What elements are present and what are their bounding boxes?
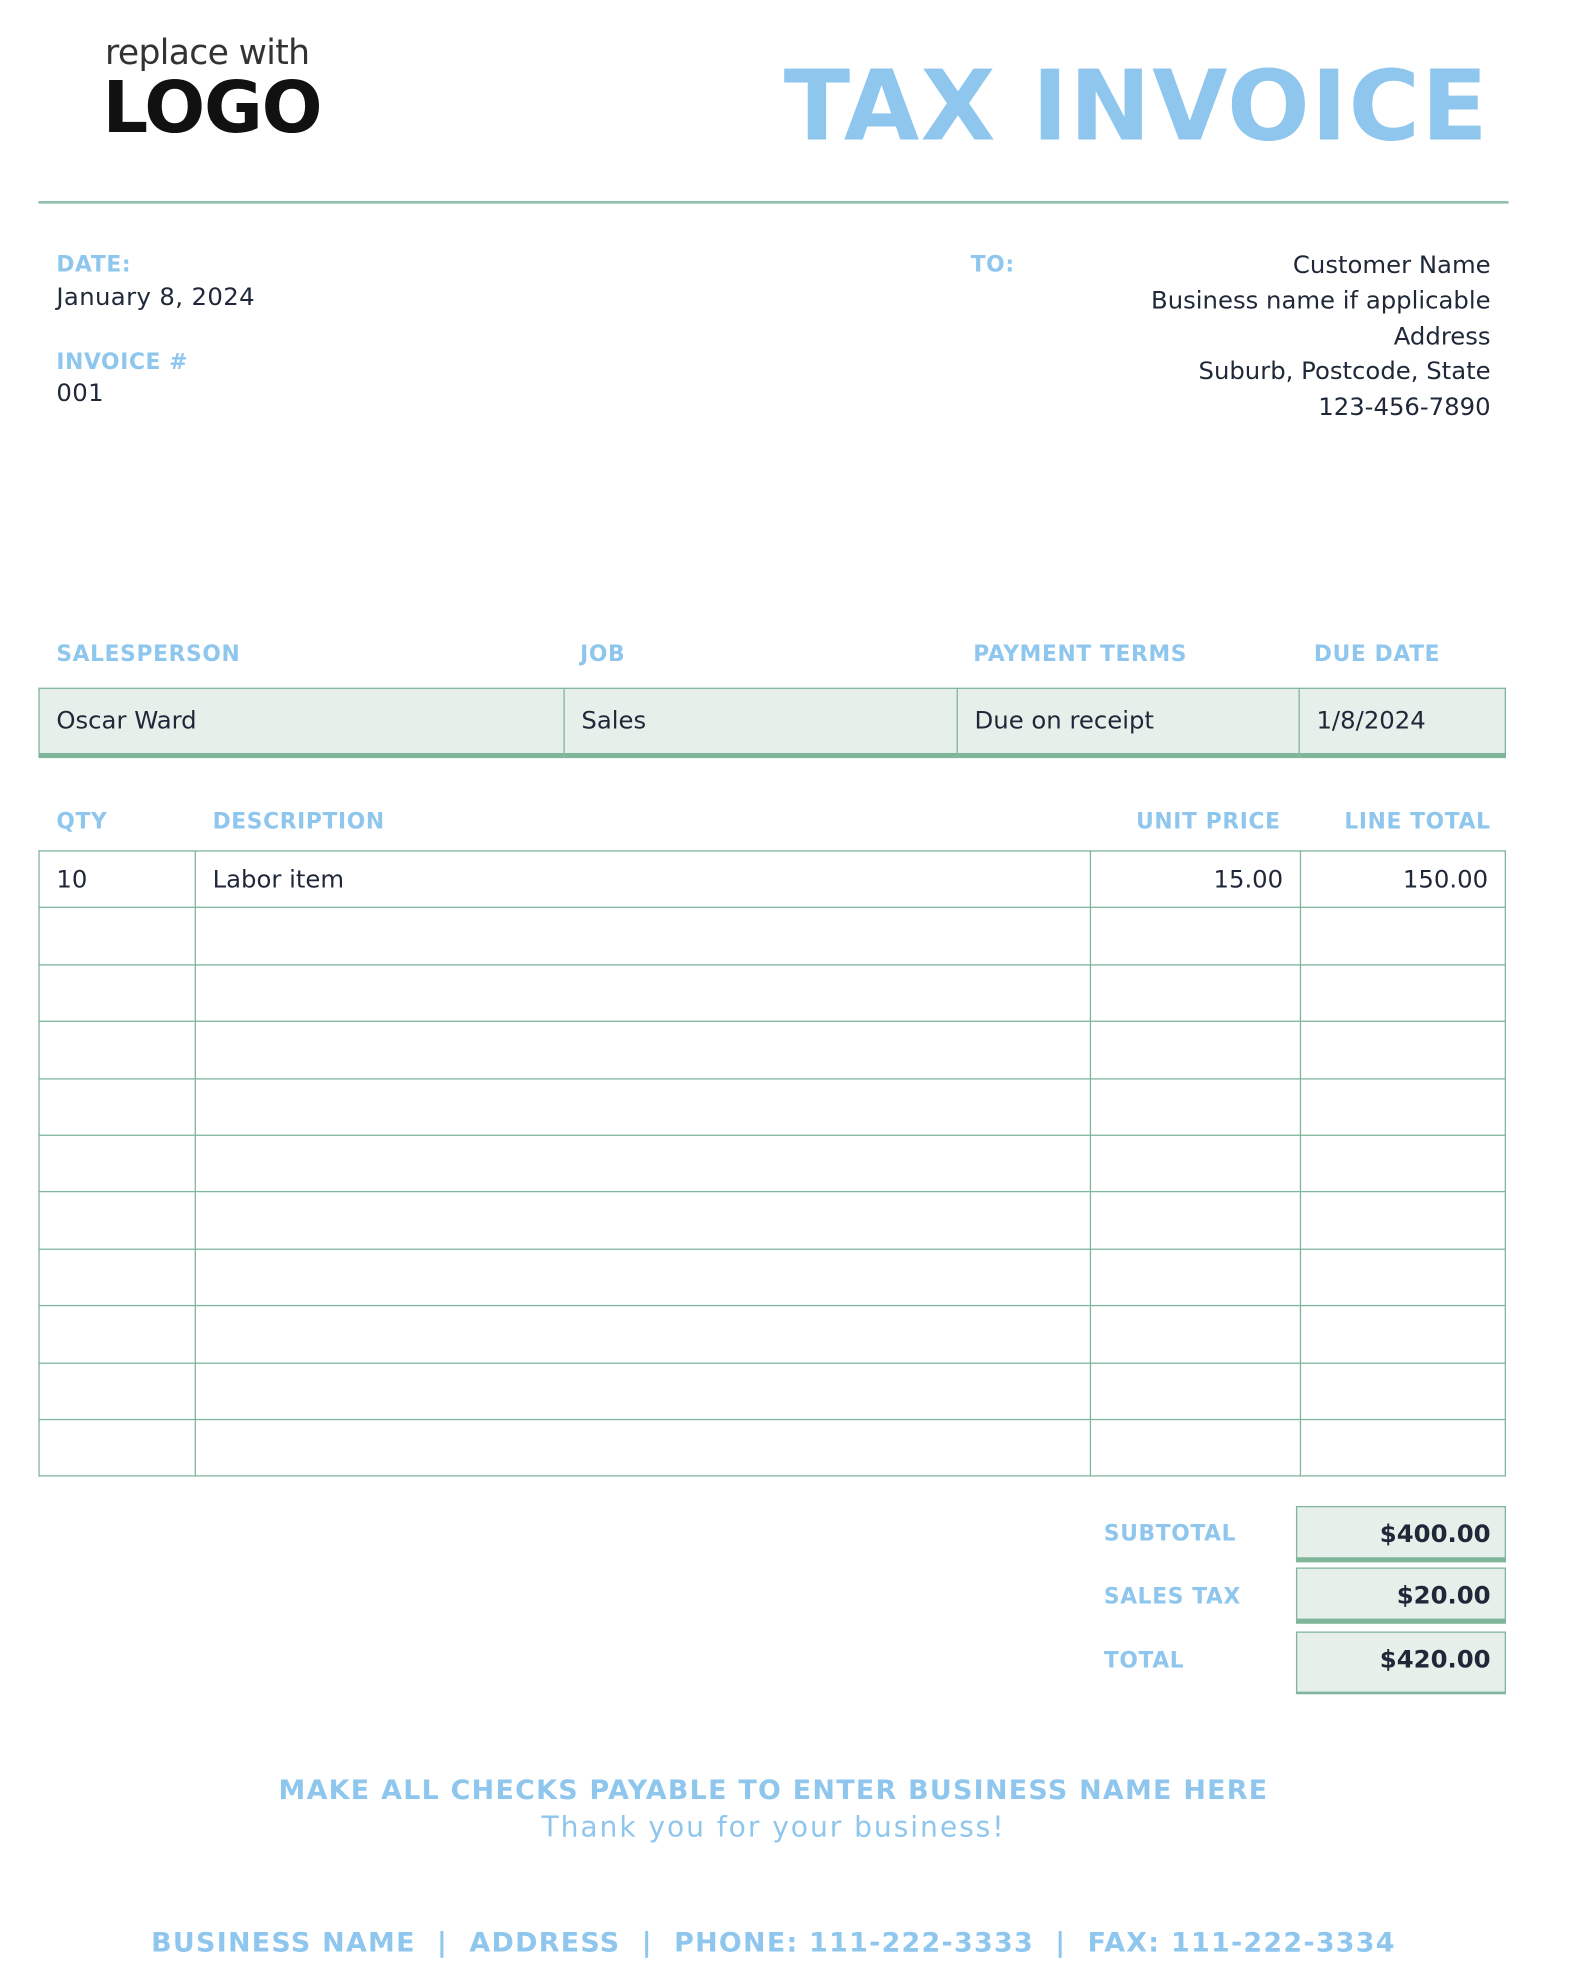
logo-placeholder-caption: replace with xyxy=(105,33,310,73)
description-cell[interactable] xyxy=(194,1418,1092,1477)
line-total-cell[interactable] xyxy=(1299,907,1506,966)
line-item-row xyxy=(38,1077,1506,1136)
line-item-row xyxy=(38,1020,1506,1079)
description-cell[interactable] xyxy=(194,1361,1092,1421)
unit-price-cell[interactable] xyxy=(1089,1134,1302,1193)
description-header: DESCRIPTION xyxy=(212,809,385,835)
customer-phone: 123-456-7890 xyxy=(1318,393,1491,422)
description-cell[interactable] xyxy=(194,1134,1092,1193)
description-cell[interactable] xyxy=(194,1191,1092,1250)
line-total-cell[interactable] xyxy=(1299,1305,1506,1364)
description-cell[interactable]: Labor item xyxy=(194,850,1092,909)
line-total-cell[interactable] xyxy=(1299,1191,1506,1250)
thank-you-note: Thank you for your business! xyxy=(541,1812,1006,1845)
line-total-cell[interactable]: 150.00 xyxy=(1299,850,1506,909)
unit-price-cell[interactable]: 15.00 xyxy=(1089,850,1302,909)
salesperson-header: SALESPERSON xyxy=(56,641,241,668)
qty-cell[interactable] xyxy=(38,1418,196,1477)
logo-placeholder: LOGO xyxy=(102,66,322,150)
line-total-cell[interactable] xyxy=(1299,1418,1506,1477)
unit-price-header: UNIT PRICE xyxy=(1136,809,1281,835)
to-label: TO: xyxy=(970,252,1015,278)
total-label: TOTAL xyxy=(1103,1648,1185,1674)
checks-payable-note: MAKE ALL CHECKS PAYABLE TO ENTER BUSINES… xyxy=(278,1774,1269,1806)
description-cell[interactable] xyxy=(194,1020,1092,1079)
unit-price-cell[interactable] xyxy=(1089,1248,1302,1307)
line-item-row xyxy=(38,964,1506,1023)
line-item-row: 10 Labor item 15.00 150.00 xyxy=(38,850,1506,909)
unit-price-cell[interactable] xyxy=(1089,1077,1302,1136)
customer-suburb: Suburb, Postcode, State xyxy=(1198,357,1491,386)
line-total-cell[interactable] xyxy=(1299,1248,1506,1307)
line-total-cell[interactable] xyxy=(1299,1134,1506,1193)
salesperson-cell[interactable]: Oscar Ward xyxy=(38,687,565,759)
qty-cell[interactable] xyxy=(38,907,196,966)
business-name: Business name if applicable xyxy=(1150,286,1491,316)
date-label: DATE: xyxy=(56,252,132,278)
invoice-number-label: INVOICE # xyxy=(56,349,189,376)
date-value: January 8, 2024 xyxy=(56,283,255,312)
description-cell[interactable] xyxy=(194,1248,1092,1307)
line-item-row xyxy=(38,1248,1506,1307)
sales-tax-value[interactable]: $20.00 xyxy=(1295,1567,1506,1624)
total-value: $420.00 xyxy=(1295,1631,1506,1695)
sales-tax-label: SALES TAX xyxy=(1103,1584,1241,1610)
subtotal-value: $400.00 xyxy=(1295,1505,1506,1563)
qty-cell[interactable] xyxy=(38,1077,196,1136)
description-cell[interactable] xyxy=(194,907,1092,966)
unit-price-cell[interactable] xyxy=(1089,1020,1302,1079)
due-date-header: DUE DATE xyxy=(1313,641,1441,668)
unit-price-cell[interactable] xyxy=(1089,1191,1302,1250)
qty-cell[interactable] xyxy=(38,1305,196,1364)
payment-terms-header: PAYMENT TERMS xyxy=(973,641,1188,668)
unit-price-cell[interactable] xyxy=(1089,1361,1302,1421)
business-contact-footer: BUSINESS NAME | ADDRESS | PHONE: 111-222… xyxy=(151,1927,1396,1959)
line-item-row xyxy=(38,1418,1506,1477)
qty-cell[interactable] xyxy=(38,964,196,1023)
line-item-row xyxy=(38,1134,1506,1193)
qty-cell[interactable]: 10 xyxy=(38,850,196,909)
line-total-cell[interactable] xyxy=(1299,1077,1506,1136)
sales-info-row: Oscar Ward Sales Due on receipt 1/8/2024 xyxy=(38,687,1506,759)
qty-cell[interactable] xyxy=(38,1361,196,1421)
sales-info-table: Oscar Ward Sales Due on receipt 1/8/2024 xyxy=(38,687,1506,759)
job-header: JOB xyxy=(580,641,626,668)
line-item-row xyxy=(38,1361,1506,1421)
description-cell[interactable] xyxy=(194,964,1092,1023)
header-divider xyxy=(38,201,1509,204)
line-item-row xyxy=(38,1191,1506,1250)
customer-address: Address xyxy=(1393,322,1491,351)
line-item-row xyxy=(38,1305,1506,1364)
qty-cell[interactable] xyxy=(38,1134,196,1193)
qty-header: QTY xyxy=(56,809,108,835)
unit-price-cell[interactable] xyxy=(1089,1305,1302,1364)
due-date-cell[interactable]: 1/8/2024 xyxy=(1298,687,1506,759)
qty-cell[interactable] xyxy=(38,1248,196,1307)
line-total-cell[interactable] xyxy=(1299,1361,1506,1421)
invoice-number-value: 001 xyxy=(56,379,104,408)
line-total-cell[interactable] xyxy=(1299,964,1506,1023)
customer-name: Customer Name xyxy=(1292,250,1491,280)
line-total-header: LINE TOTAL xyxy=(1344,809,1491,835)
line-item-row xyxy=(38,907,1506,966)
job-cell[interactable]: Sales xyxy=(563,687,958,759)
subtotal-label: SUBTOTAL xyxy=(1103,1521,1237,1547)
payment-terms-cell[interactable]: Due on receipt xyxy=(956,687,1300,759)
description-cell[interactable] xyxy=(194,1077,1092,1136)
line-items-table: 10 Labor item 15.00 150.00 xyxy=(38,850,1506,1477)
line-total-cell[interactable] xyxy=(1299,1020,1506,1079)
unit-price-cell[interactable] xyxy=(1089,964,1302,1023)
qty-cell[interactable] xyxy=(38,1191,196,1250)
invoice-title: TAX INVOICE xyxy=(783,48,1490,163)
qty-cell[interactable] xyxy=(38,1020,196,1079)
unit-price-cell[interactable] xyxy=(1089,1418,1302,1477)
unit-price-cell[interactable] xyxy=(1089,907,1302,966)
description-cell[interactable] xyxy=(194,1305,1092,1364)
